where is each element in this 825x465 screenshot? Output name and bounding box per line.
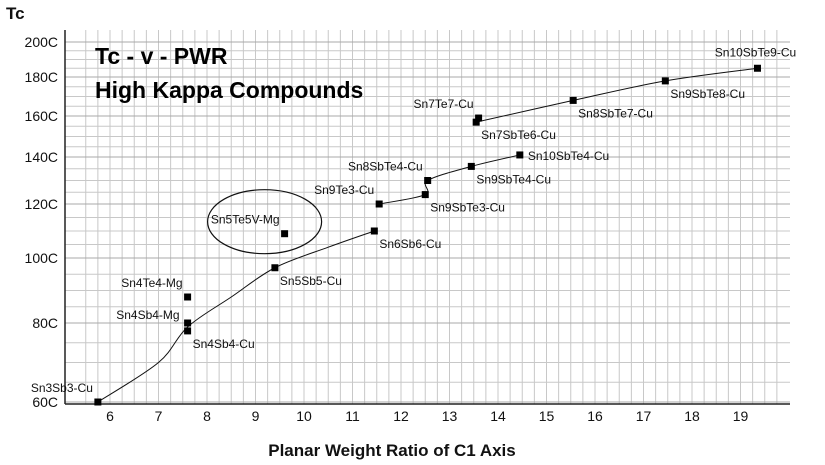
data-point (184, 319, 192, 327)
data-point (569, 96, 577, 104)
y-tick-label: 160C (25, 108, 58, 124)
data-label: Sn4Sb4-Cu (193, 337, 255, 351)
y-tick-label: 100C (25, 250, 58, 266)
data-label: Sn4Te4-Mg (121, 276, 182, 290)
x-tick-label: 16 (587, 408, 603, 424)
data-point (94, 398, 102, 406)
data-label: Sn9SbTe4-Cu (476, 172, 551, 186)
chart-title: Tc - v - PWR (95, 43, 228, 69)
x-tick-label: 6 (106, 408, 114, 424)
data-point (184, 293, 192, 301)
x-tick-label: 18 (684, 408, 700, 424)
data-point (467, 162, 475, 170)
x-tick-label: 10 (296, 408, 312, 424)
data-point (271, 264, 279, 272)
grid (65, 30, 790, 404)
x-tick-label: 12 (393, 408, 409, 424)
y-tick-label: 120C (25, 196, 58, 212)
y-tick-label: 140C (25, 149, 58, 165)
x-tick-label: 9 (252, 408, 260, 424)
data-label: Sn7SbTe6-Cu (481, 128, 556, 142)
x-tick-label: 11 (345, 408, 360, 424)
x-tick-label: 13 (442, 408, 458, 424)
data-label: Sn8SbTe7-Cu (578, 106, 653, 120)
x-tick-label: 8 (203, 408, 211, 424)
data-label: Sn4Sb4-Mg (116, 308, 179, 322)
data-label: Sn7Te7-Cu (414, 97, 474, 111)
y-tick-label: 80C (32, 315, 58, 331)
data-point (424, 177, 432, 184)
y-tick-label: 60C (32, 394, 58, 410)
data-point (184, 327, 192, 335)
data-point (281, 230, 289, 238)
data-point (472, 118, 480, 126)
data-label: Sn3Sb3-Cu (31, 381, 93, 395)
highlight-ellipse (207, 189, 323, 255)
data-point (661, 77, 669, 85)
data-point (753, 64, 761, 72)
x-tick-label: 14 (490, 408, 506, 424)
data-label: Sn9SbTe3-Cu (430, 201, 505, 215)
data-label: Sn8SbTe4-Cu (348, 160, 423, 174)
y-tick-label: 200C (25, 34, 58, 50)
x-tick-label: 19 (733, 408, 749, 424)
chart-subtitle: High Kappa Compounds (95, 77, 363, 103)
data-label: Sn10SbTe9-Cu (715, 45, 796, 59)
series-line (476, 67, 758, 123)
data-label: Sn10SbTe4-Cu (528, 149, 609, 163)
data-point (475, 114, 483, 122)
x-axis-title: Planar Weight Ratio of C1 Axis (268, 441, 516, 460)
data-labels: Sn3Sb3-Cu Sn4Sb4-Cu Sn4Sb4-Mg Sn4Te4-Mg Sn5S… (31, 45, 796, 395)
data-markers (94, 64, 761, 406)
series-line (97, 230, 375, 403)
x-tick-label: 15 (539, 408, 555, 424)
axes: 6 7 8 9 10 11 12 13 14 15 16 17 18 19 60C 80C 100C 120C 14… (25, 30, 790, 424)
x-tick-label: 17 (636, 408, 652, 424)
data-label: Sn5Te5V-Mg (211, 213, 280, 227)
y-axis-title: Tc (6, 4, 25, 23)
data-point (421, 191, 429, 199)
data-point (375, 200, 383, 208)
x-tick-label: 7 (155, 408, 163, 424)
data-label: Sn9Te3-Cu (314, 183, 374, 197)
data-point (516, 151, 524, 159)
data-label: Sn5Sb5-Cu (280, 274, 342, 288)
data-point (370, 227, 378, 235)
data-label: Sn9SbTe8-Cu (670, 87, 745, 101)
data-label: Sn6Sb6-Cu (379, 237, 441, 251)
y-tick-label: 180C (25, 69, 58, 85)
